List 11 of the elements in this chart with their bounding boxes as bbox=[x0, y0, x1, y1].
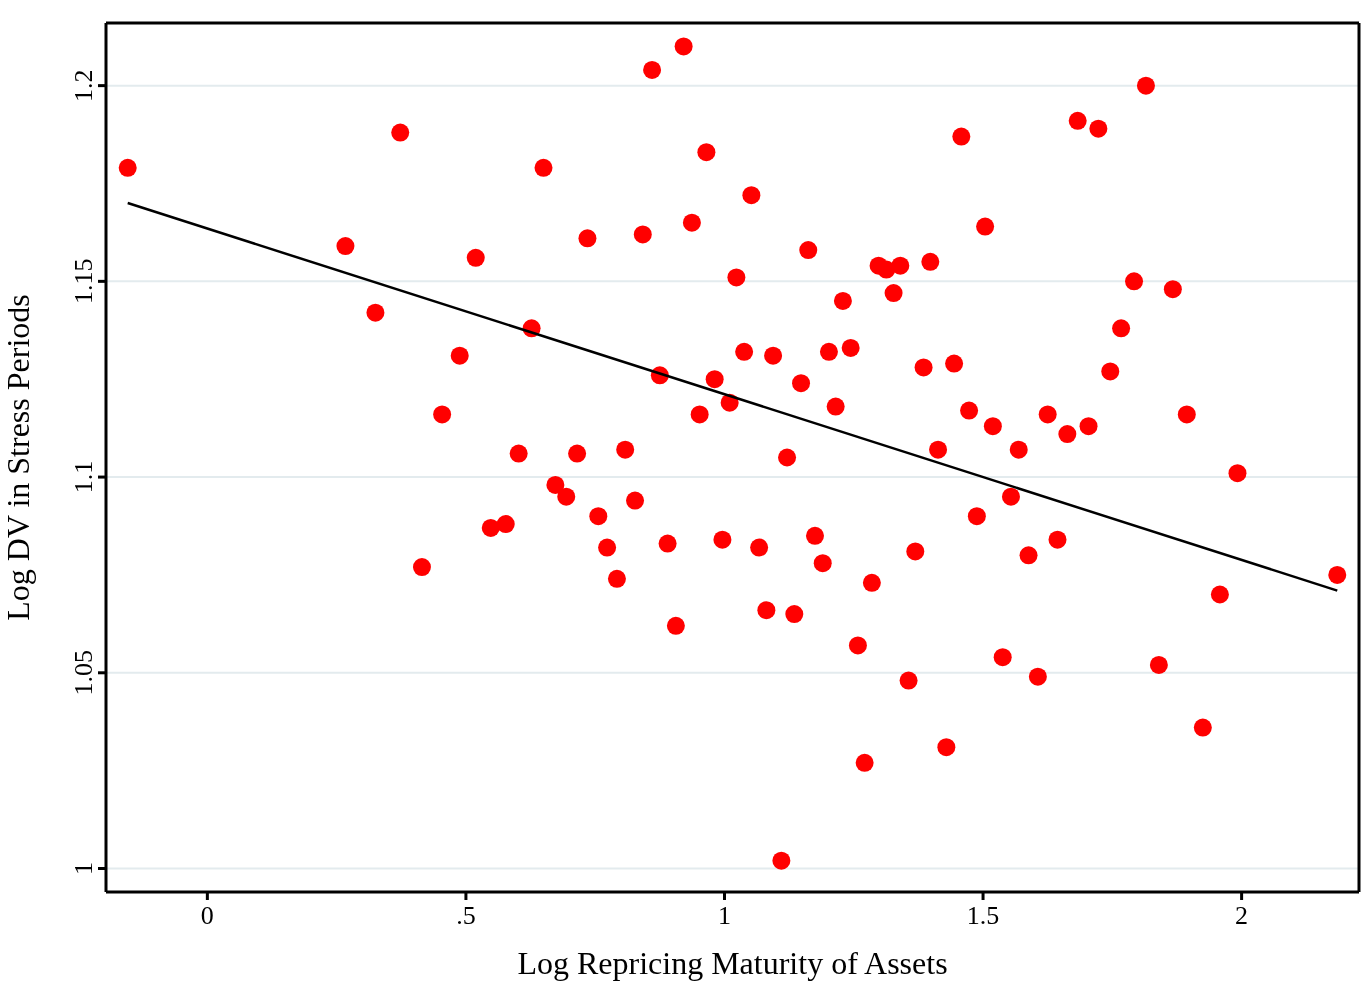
x-tick-label: 0 bbox=[200, 901, 214, 930]
y-tick-label: 1.2 bbox=[69, 69, 98, 102]
x-tick-label: .5 bbox=[456, 901, 476, 930]
x-tick-label: 1 bbox=[717, 901, 731, 930]
x-axis-title: Log Repricing Maturity of Assets bbox=[517, 945, 948, 981]
x-tick-label: 2 bbox=[1235, 901, 1249, 930]
y-tick-label: 1.1 bbox=[69, 460, 98, 494]
y-tick-label: 1 bbox=[69, 862, 98, 876]
x-tick-label: 1.5 bbox=[966, 901, 1000, 930]
y-tick-label: 1.15 bbox=[69, 258, 98, 305]
y-tick-label: 1.05 bbox=[69, 650, 98, 696]
